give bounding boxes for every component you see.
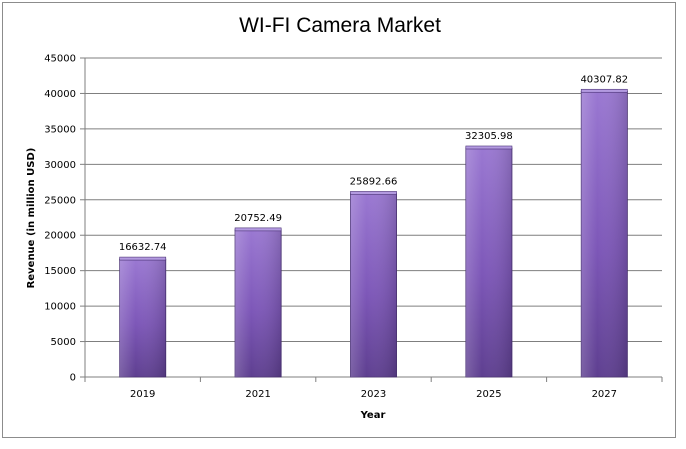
x-tick-label: 2023 <box>361 389 386 400</box>
bar-shine <box>350 193 397 377</box>
data-labels: 16632.74 20752.49 25892.66 32305.98 40307.82 <box>119 74 628 253</box>
y-tick-labels: 0 5000 10000 15000 20000 25000 30000 35000 40000… <box>44 54 76 384</box>
data-label: 25892.66 <box>350 176 398 187</box>
x-tick-labels: 2019 2021 2023 2025 2027 <box>130 389 617 400</box>
y-tick-label: 30000 <box>44 160 76 171</box>
y-tick-label: 0 <box>70 373 76 384</box>
bar-top <box>465 145 513 150</box>
bar-shine <box>581 91 628 378</box>
y-axis-label: Revenue (in million USD) <box>26 148 37 289</box>
bar-shine <box>235 229 282 377</box>
y-tick-label: 5000 <box>51 337 76 348</box>
x-tick-label: 2019 <box>130 389 155 400</box>
y-tick-label: 40000 <box>44 89 76 100</box>
data-label: 40307.82 <box>580 74 628 85</box>
x-tick-label: 2021 <box>245 389 270 400</box>
data-label: 20752.49 <box>234 213 282 224</box>
chart-frame <box>2 2 676 438</box>
bar-top <box>119 256 167 261</box>
bar-shine <box>119 259 166 377</box>
data-label: 32305.98 <box>465 131 513 142</box>
y-tick-label: 15000 <box>44 266 76 277</box>
y-tick-label: 20000 <box>44 231 76 242</box>
y-tick-label: 35000 <box>44 124 76 135</box>
y-tick-label: 25000 <box>44 195 76 206</box>
bar-top <box>234 227 282 232</box>
x-axis-label: Year <box>360 410 386 421</box>
bar-top <box>580 88 628 93</box>
data-label: 16632.74 <box>119 242 167 253</box>
bar-shine <box>465 147 512 377</box>
chart-title: WI-FI Camera Market <box>239 14 441 37</box>
bars <box>119 88 628 378</box>
y-tick-label: 45000 <box>44 54 76 65</box>
x-tick-label: 2025 <box>476 389 501 400</box>
x-tick-label: 2027 <box>592 389 617 400</box>
bar-top <box>350 191 397 195</box>
y-tick-label: 10000 <box>44 302 76 313</box>
